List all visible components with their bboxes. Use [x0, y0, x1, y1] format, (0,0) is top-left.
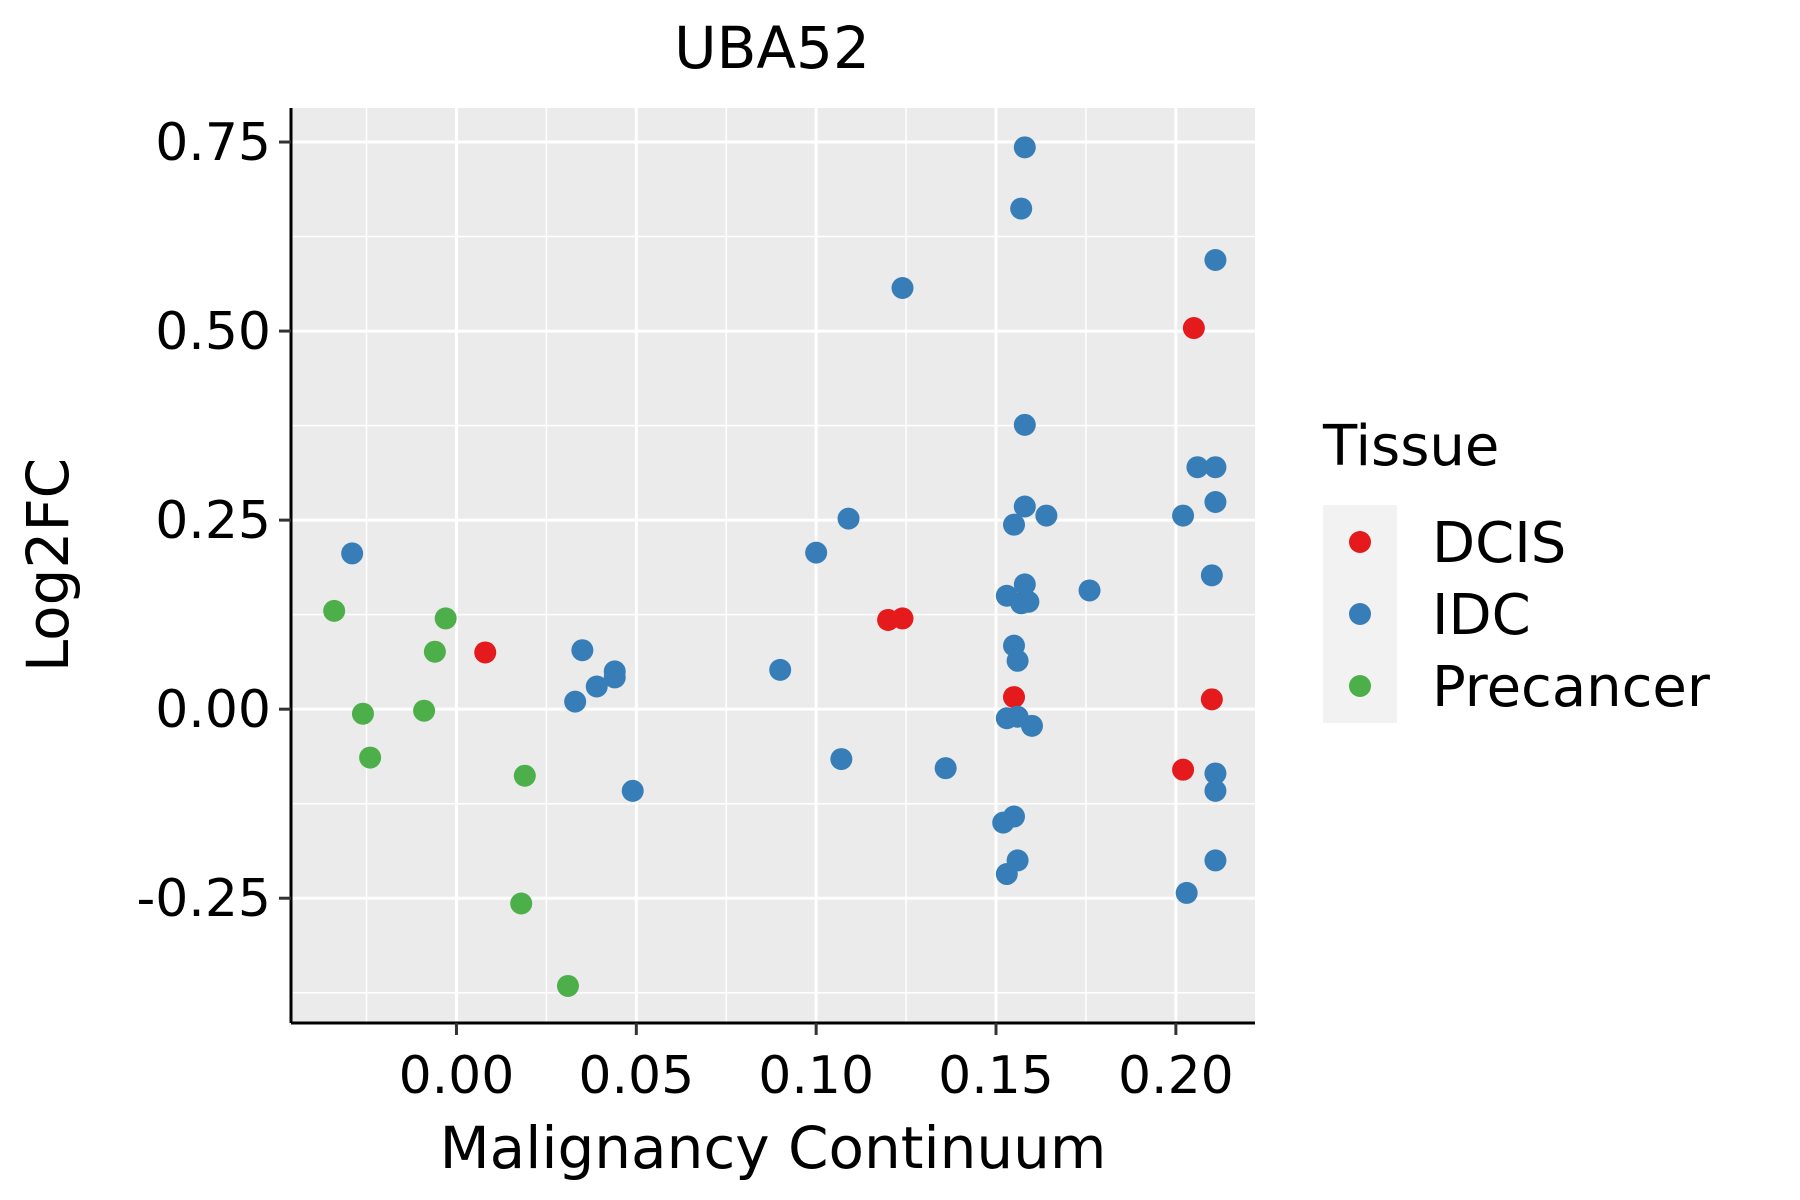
minor-gridlines — [291, 108, 1255, 1023]
point-precancer — [513, 764, 536, 787]
point-idc — [1003, 513, 1025, 536]
point-idc — [1020, 714, 1043, 737]
chart-title: UBA52 — [674, 14, 870, 82]
point-precancer — [510, 892, 533, 915]
point-idc — [1204, 849, 1227, 872]
y-axis-title: Log2FC — [14, 458, 82, 672]
point-idc — [1006, 649, 1029, 672]
point-dcis — [1200, 688, 1223, 711]
point-idc — [1010, 197, 1033, 220]
point-idc — [1013, 413, 1036, 436]
point-dcis — [891, 607, 914, 630]
point-idc — [571, 639, 594, 662]
legend-label-dcis: DCIS — [1432, 511, 1566, 576]
legend-title: Tissue — [1322, 414, 1499, 479]
point-precancer — [434, 607, 457, 630]
point-idc — [1204, 248, 1227, 271]
plot-panel — [291, 108, 1255, 1023]
legend-key-idc — [1349, 603, 1371, 625]
legend-items: DCIS IDC Precancer — [1349, 511, 1711, 720]
point-idc — [891, 276, 914, 299]
x-tick-label: 0.00 — [399, 1046, 515, 1106]
point-idc — [603, 660, 626, 683]
point-dcis — [1182, 317, 1205, 340]
point-precancer — [323, 599, 346, 622]
legend-label-idc: IDC — [1432, 583, 1531, 648]
point-idc — [1013, 573, 1036, 596]
y-tick-label: 0.25 — [155, 491, 271, 551]
point-idc — [995, 863, 1018, 886]
y-tick-label: -0.25 — [136, 869, 271, 929]
point-idc — [564, 690, 587, 713]
x-axis-ticks: 0.00 0.05 0.10 0.15 0.20 — [399, 1023, 1234, 1106]
point-idc — [1017, 590, 1040, 613]
point-idc — [1204, 779, 1227, 802]
point-dcis — [1172, 758, 1195, 781]
data-points — [323, 136, 1227, 997]
y-tick-label: 0.50 — [155, 302, 271, 362]
x-axis-title: Malignancy Continuum — [440, 1114, 1107, 1182]
point-idc — [837, 507, 860, 530]
y-axis-ticks: -0.25 0.00 0.25 0.50 0.75 — [136, 113, 291, 929]
point-idc — [1003, 805, 1025, 828]
point-idc — [1035, 504, 1058, 527]
point-idc — [1204, 490, 1227, 513]
point-idc — [769, 658, 792, 681]
legend: Tissue DCIS IDC Precancer — [1322, 414, 1711, 723]
point-dcis — [474, 641, 497, 664]
point-idc — [621, 779, 644, 802]
x-tick-label: 0.05 — [578, 1046, 694, 1106]
legend-label-precancer: Precancer — [1432, 655, 1711, 720]
point-idc — [341, 542, 364, 565]
point-idc — [934, 757, 957, 780]
x-tick-label: 0.20 — [1118, 1046, 1234, 1106]
point-idc — [1175, 881, 1198, 904]
x-tick-label: 0.10 — [758, 1046, 874, 1106]
point-idc — [585, 675, 608, 698]
point-idc — [1204, 762, 1227, 785]
legend-key-dcis — [1349, 531, 1371, 553]
major-gridlines — [291, 108, 1255, 1023]
point-precancer — [556, 974, 579, 997]
y-tick-label: 0.75 — [155, 113, 271, 173]
x-tick-label: 0.15 — [938, 1046, 1054, 1106]
point-precancer — [359, 746, 382, 769]
point-precancer — [351, 702, 374, 725]
point-idc — [805, 541, 828, 564]
y-tick-label: 0.00 — [155, 680, 271, 740]
point-precancer — [423, 640, 446, 663]
point-dcis — [1003, 686, 1025, 709]
point-idc — [830, 748, 853, 771]
point-idc — [1013, 495, 1036, 518]
point-idc — [1172, 504, 1195, 527]
point-idc — [1078, 579, 1101, 602]
legend-key-precancer — [1349, 675, 1371, 697]
point-idc — [1200, 564, 1223, 587]
point-precancer — [413, 699, 436, 722]
point-idc — [1204, 456, 1227, 479]
point-idc — [1186, 456, 1209, 479]
point-idc — [1013, 136, 1036, 159]
